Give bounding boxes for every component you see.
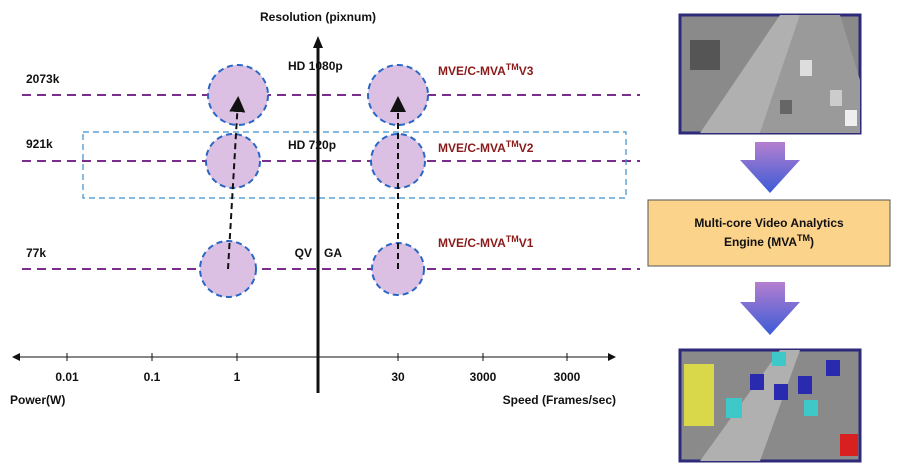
engine-label: MVE/C-MVATMV1	[438, 234, 534, 250]
x-ticks	[66, 353, 568, 361]
engine-box	[647, 199, 891, 267]
y-arrow	[313, 36, 323, 48]
tick-label: 30	[391, 370, 405, 384]
highlight-box	[82, 131, 627, 199]
speed-label: Speed (Frames/sec)	[503, 393, 616, 407]
tick-label: 0.01	[55, 370, 79, 384]
tick-label: 3000	[554, 370, 581, 384]
input-image	[678, 13, 862, 135]
title: Resolution (pixnum)	[260, 10, 376, 24]
format-label: GA	[324, 246, 342, 260]
level-label: 2073k	[26, 72, 60, 86]
level-lines	[22, 94, 640, 270]
trend-arrows	[227, 96, 406, 270]
tick-label: 0.1	[144, 370, 161, 384]
power-label: Power(W)	[10, 393, 65, 407]
level-label: 77k	[26, 246, 46, 260]
engine-label: MVE/C-MVATMV3	[438, 62, 534, 78]
engine-box-text: Multi-core Video Analytics	[694, 216, 844, 230]
flow-arrow	[740, 282, 800, 335]
engine-box-text: Engine (MVATM)	[724, 233, 814, 249]
tick-label: 3000	[470, 370, 497, 384]
flow-arrow	[740, 142, 800, 193]
format-label: HD 720p	[288, 138, 336, 152]
tick-label: 1	[234, 370, 241, 384]
format-label: HD 1080p	[288, 59, 343, 73]
format-label: QV	[295, 246, 312, 260]
engine-label: MVE/C-MVATMV2	[438, 139, 534, 155]
circles	[199, 64, 429, 298]
level-label: 921k	[26, 137, 53, 151]
output-image	[678, 348, 862, 463]
